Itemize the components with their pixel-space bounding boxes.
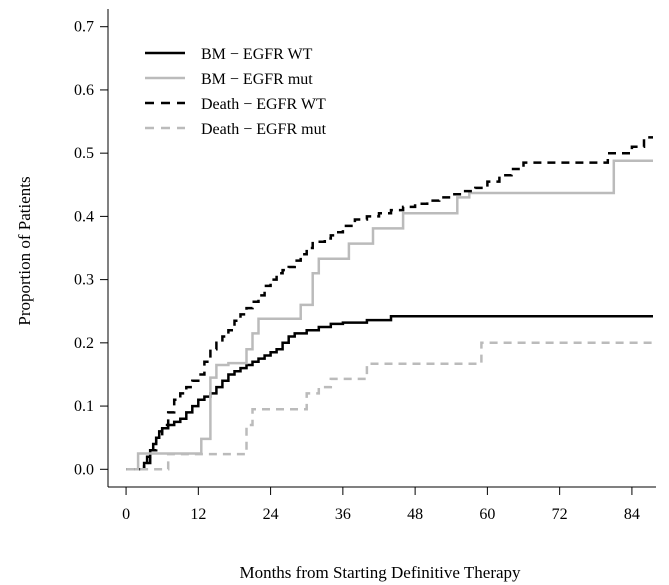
legend-label-1: BM − EGFR mut xyxy=(201,71,313,88)
plot-area: 0 12 24 36 48 60 72 84 0.0 0.1 0.2 0.3 0.4 0.5 0.6 0.7 xyxy=(74,9,656,523)
x-axis-label: Months from Starting Definitive Therapy xyxy=(239,563,521,582)
y-tick-label: 0.0 xyxy=(74,461,94,478)
legend-label-2: Death − EGFR WT xyxy=(201,96,326,113)
y-tick-label: 0.4 xyxy=(74,208,94,225)
x-tick-label: 0 xyxy=(122,506,130,523)
x-tick-label: 12 xyxy=(190,506,206,523)
series-line-1 xyxy=(126,159,653,471)
x-tick-label: 72 xyxy=(552,506,568,523)
y-tick-label: 0.7 xyxy=(74,19,94,36)
series-line-2 xyxy=(126,136,653,471)
series-line-0 xyxy=(126,315,653,471)
x-tick-label: 36 xyxy=(335,506,351,523)
legend: BM − EGFR WT BM − EGFR mut Death − EGFR WT… xyxy=(145,46,327,138)
x-tick-label: 48 xyxy=(407,506,423,523)
y-tick-label: 0.6 xyxy=(74,82,94,99)
x-tick-label: 84 xyxy=(624,506,640,523)
y-tick-label: 0.2 xyxy=(74,335,94,352)
legend-label-3: Death − EGFR mut xyxy=(201,121,327,138)
series-line-3 xyxy=(126,341,653,471)
y-tick-label: 0.1 xyxy=(74,398,94,415)
x-tick-label: 60 xyxy=(479,506,495,523)
series-layer xyxy=(126,136,653,471)
y-axis-label: Proportion of Patients xyxy=(15,176,34,325)
y-tick-label: 0.3 xyxy=(74,272,94,289)
x-tick-label: 24 xyxy=(263,506,279,523)
legend-label-0: BM − EGFR WT xyxy=(201,46,313,63)
y-tick-label: 0.5 xyxy=(74,145,94,162)
